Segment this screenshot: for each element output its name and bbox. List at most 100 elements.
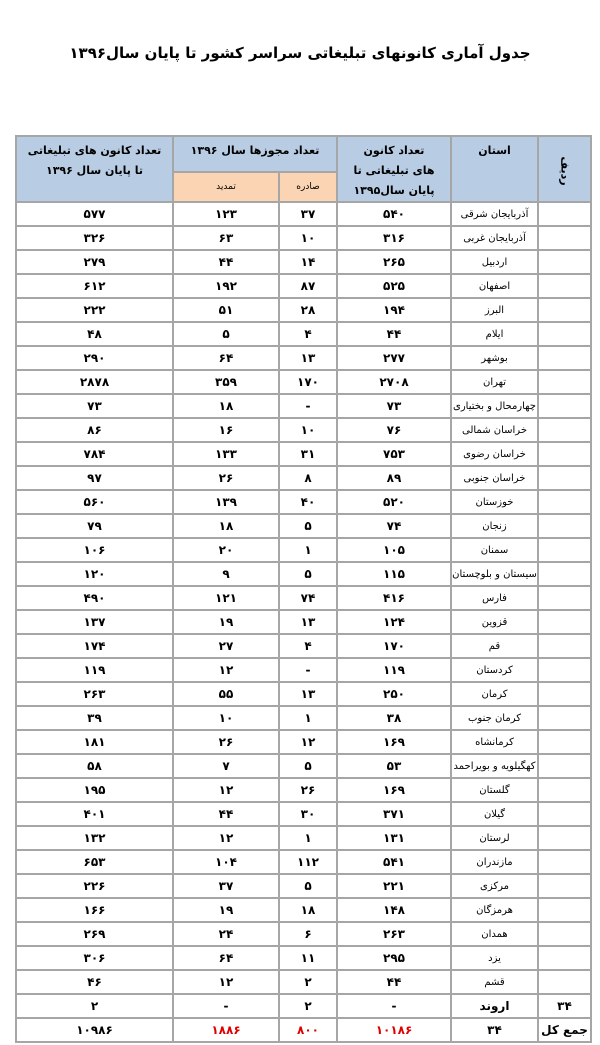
issued-cell: ۳۰ (278, 801, 338, 827)
row-number-cell (537, 609, 592, 635)
count-1395-cell: ۱۱۵ (336, 561, 452, 587)
count-1395-cell: ۴۴ (336, 321, 452, 347)
count-1395-cell: ۱۳۱ (336, 825, 452, 851)
table-row: سمنان ۱۰۵ ۱ ۲۰ ۱۰۶ (15, 537, 592, 563)
table-row: ایلام ۴۴ ۴ ۵ ۴۸ (15, 321, 592, 347)
count-1395-cell: ۵۴۱ (336, 849, 452, 875)
issued-cell: ۱۴ (278, 249, 338, 275)
count-1395-cell: ۱۲۴ (336, 609, 452, 635)
row-number-cell (537, 945, 592, 971)
issued-cell: ۶ (278, 921, 338, 947)
issued-cell: ۴ (278, 321, 338, 347)
row-number-cell (537, 321, 592, 347)
issued-cell: ۱۲ (278, 729, 338, 755)
row-number-cell (537, 489, 592, 515)
count-1396-cell: ۱۷۴ (15, 633, 174, 659)
count-1395-cell: ۱۶۹ (336, 729, 452, 755)
issued-cell: ۱۳ (278, 609, 338, 635)
province-cell: کرمان (450, 681, 539, 707)
renewed-cell: ۲۰ (172, 537, 280, 563)
row-number-cell (537, 921, 592, 947)
count-1395-cell: ۱۹۴ (336, 297, 452, 323)
issued-cell: ۱ (278, 825, 338, 851)
row-number-cell (537, 633, 592, 659)
count-1396-cell: ۱۹۵ (15, 777, 174, 803)
table-row: کرمان ۲۵۰ ۱۳ ۵۵ ۲۶۳ (15, 681, 592, 707)
table-row: تهران ۲۷۰۸ ۱۷۰ ۳۵۹ ۲۸۷۸ (15, 369, 592, 395)
row-number-cell (537, 753, 592, 779)
row-number-cell (537, 561, 592, 587)
province-cell: تهران (450, 369, 539, 395)
issued-cell: ۱ (278, 705, 338, 731)
renewed-cell: ۱۳۳ (172, 441, 280, 467)
row-number-cell (537, 681, 592, 707)
row-number-cell (537, 897, 592, 923)
renewed-cell: ۱۰ (172, 705, 280, 731)
row-number-cell (537, 777, 592, 803)
renewed-cell: ۱۶ (172, 417, 280, 443)
table-row: زنجان ۷۴ ۵ ۱۸ ۷۹ (15, 513, 592, 539)
province-cell: همدان (450, 921, 539, 947)
count-1396-cell: ۴۸ (15, 321, 174, 347)
row-number-cell (537, 873, 592, 899)
province-cell: کردستان (450, 657, 539, 683)
row-number-cell (537, 441, 592, 467)
province-cell: لرستان (450, 825, 539, 851)
renewed-cell: ۱۰۴ (172, 849, 280, 875)
header-issued: صادره (278, 170, 338, 204)
count-1396-cell: ۳۹ (15, 705, 174, 731)
table-row: اردبیل ۲۶۵ ۱۴ ۴۴ ۲۷۹ (15, 249, 592, 275)
count-1396-cell: ۳۲۶ (15, 225, 174, 251)
renewed-cell: ۱۹ (172, 897, 280, 923)
header-count-1395: تعداد کانون های تبلیغاتی تا پایان سال۱۳۹… (336, 135, 452, 203)
renewed-cell: - (172, 993, 280, 1019)
issued-cell: ۴ (278, 633, 338, 659)
issued-cell: ۵ (278, 561, 338, 587)
province-cell: گیلان (450, 801, 539, 827)
total-row: جمع کل ۳۴ ۱۰۱۸۶ ۸۰۰ ۱۸۸۶ ۱۰۹۸۶ (15, 1017, 592, 1043)
renewed-cell: ۱۳۹ (172, 489, 280, 515)
row-number-cell (537, 297, 592, 323)
table-row: قشم ۴۴ ۲ ۱۲ ۴۶ (15, 969, 592, 995)
table-row: هرمزگان ۱۴۸ ۱۸ ۱۹ ۱۶۶ (15, 897, 592, 923)
issued-cell: ۸ (278, 465, 338, 491)
total-count-1396: ۱۰۹۸۶ (15, 1017, 174, 1043)
count-1396-cell: ۴۹۰ (15, 585, 174, 611)
count-1395-cell: ۵۲۵ (336, 273, 452, 299)
renewed-cell: ۶۳ (172, 225, 280, 251)
table-row: گلستان ۱۶۹ ۲۶ ۱۲ ۱۹۵ (15, 777, 592, 803)
province-cell: آذربایجان شرقی (450, 201, 539, 227)
renewed-cell: ۶۴ (172, 345, 280, 371)
row-number-cell (537, 345, 592, 371)
count-1395-cell: ۳۷۱ (336, 801, 452, 827)
header-permits-1396: تعداد مجوزها سال ۱۳۹۶ (172, 135, 338, 173)
header-province: استان (450, 135, 539, 203)
issued-cell: ۱ (278, 537, 338, 563)
province-cell: گلستان (450, 777, 539, 803)
count-1396-cell: ۲۶۳ (15, 681, 174, 707)
count-1396-cell: ۲۷۹ (15, 249, 174, 275)
province-cell: یزد (450, 945, 539, 971)
count-1396-cell: ۱۲۰ (15, 561, 174, 587)
count-1396-cell: ۲۶۹ (15, 921, 174, 947)
count-1396-cell: ۷۳ (15, 393, 174, 419)
header-row-number: ردیف (537, 135, 592, 203)
row-number-cell (537, 825, 592, 851)
issued-cell: ۲ (278, 993, 338, 1019)
province-cell: سیستان و بلوچستان (450, 561, 539, 587)
province-cell: البرز (450, 297, 539, 323)
renewed-cell: ۱۲۱ (172, 585, 280, 611)
renewed-cell: ۶۴ (172, 945, 280, 971)
table-row: چهارمحال و بختیاری ۷۳-۱۸ ۷۳ (15, 393, 592, 419)
renewed-cell: ۱۸ (172, 393, 280, 419)
issued-cell: ۱۳ (278, 345, 338, 371)
row-number-cell (537, 705, 592, 731)
total-renewed: ۱۸۸۶ (172, 1017, 280, 1043)
renewed-cell: ۱۲۳ (172, 201, 280, 227)
count-1396-cell: ۱۱۹ (15, 657, 174, 683)
row-number-cell (537, 369, 592, 395)
count-1396-cell: ۱۰۶ (15, 537, 174, 563)
renewed-cell: ۱۸ (172, 513, 280, 539)
province-cell: کهگیلویه و بویراحمد (450, 753, 539, 779)
count-1396-cell: ۲۸۷۸ (15, 369, 174, 395)
